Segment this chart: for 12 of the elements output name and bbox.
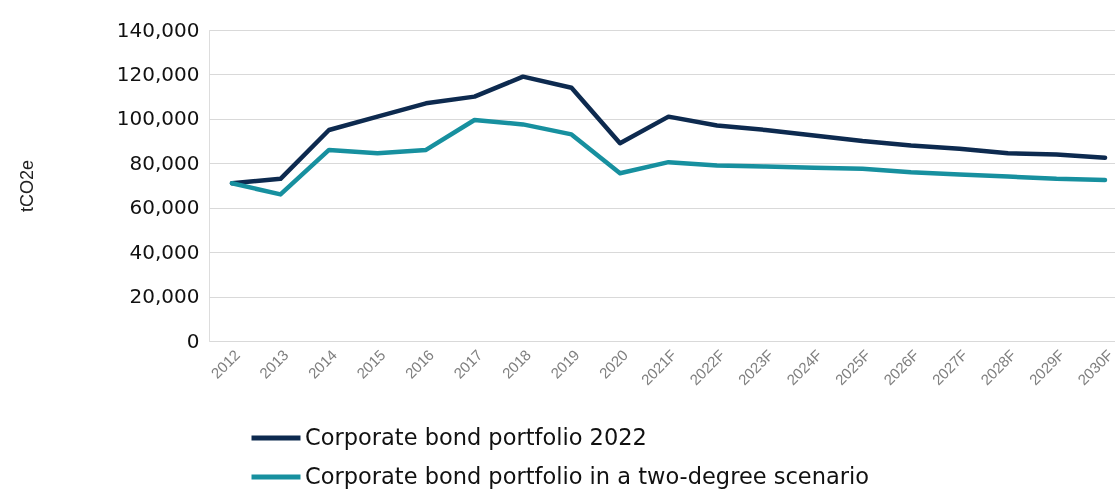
y-tick-label: 80,000 [129, 150, 200, 175]
y-axis-title: tCO2e [16, 159, 37, 213]
y-tick-label: 100,000 [116, 106, 200, 131]
y-tick-label: 0 [186, 328, 200, 353]
line-series [229, 117, 1108, 197]
legend-label: Corporate bond portfolio in a two-degree scenario [305, 463, 869, 489]
y-tick-label: 40,000 [129, 239, 200, 264]
legend-label: Corporate bond portfolio 2022 [305, 424, 647, 450]
y-tick-label: 120,000 [116, 61, 200, 86]
y-tick-label: 20,000 [129, 284, 200, 309]
y-tick-label: 60,000 [129, 195, 200, 220]
y-tick-label: 140,000 [116, 17, 200, 42]
